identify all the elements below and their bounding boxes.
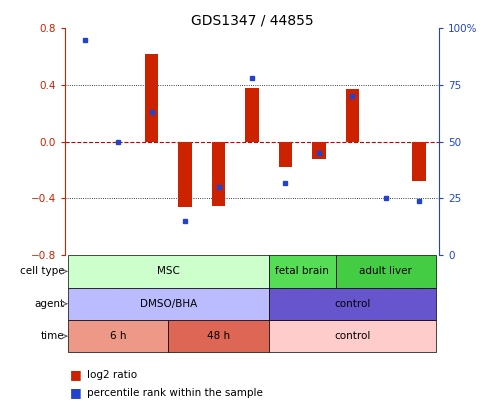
Text: percentile rank within the sample: percentile rank within the sample: [87, 388, 263, 398]
Text: agent: agent: [34, 299, 64, 309]
Bar: [212, 142, 225, 206]
Text: cell type: cell type: [19, 266, 64, 276]
Text: 6 h: 6 h: [110, 331, 127, 341]
Text: control: control: [334, 299, 370, 309]
Text: 48 h: 48 h: [207, 331, 230, 341]
Bar: [345, 90, 359, 142]
Bar: [179, 142, 192, 207]
Bar: [268, 255, 335, 288]
Bar: [169, 320, 268, 352]
Bar: [246, 88, 258, 142]
Text: control: control: [334, 331, 370, 341]
Text: DMSO/BHA: DMSO/BHA: [140, 299, 197, 309]
Text: log2 ratio: log2 ratio: [87, 370, 137, 379]
Text: time: time: [40, 331, 64, 341]
Text: adult liver: adult liver: [359, 266, 412, 276]
Bar: [412, 142, 426, 181]
Bar: [68, 288, 268, 320]
Text: fetal brain: fetal brain: [275, 266, 329, 276]
Text: ■: ■: [70, 368, 82, 381]
Title: GDS1347 / 44855: GDS1347 / 44855: [191, 13, 313, 27]
Text: ■: ■: [70, 386, 82, 399]
Bar: [68, 255, 268, 288]
Bar: [268, 320, 436, 352]
Bar: [145, 54, 159, 142]
Bar: [268, 288, 436, 320]
Bar: [312, 142, 325, 159]
Bar: [68, 320, 169, 352]
Bar: [335, 255, 436, 288]
Text: MSC: MSC: [157, 266, 180, 276]
Bar: [279, 142, 292, 167]
